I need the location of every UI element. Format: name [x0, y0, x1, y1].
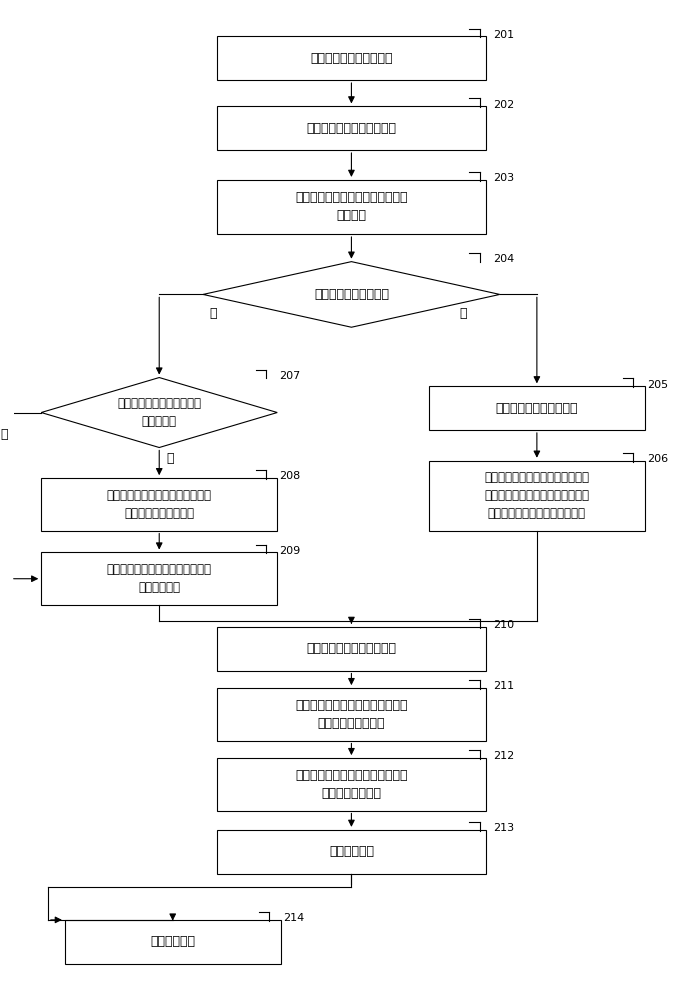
- Text: 213: 213: [493, 823, 514, 833]
- Text: 201: 201: [493, 30, 514, 40]
- Text: 204: 204: [493, 254, 514, 264]
- Text: 211: 211: [493, 681, 514, 691]
- Text: 214: 214: [283, 913, 304, 923]
- Text: 生成目标物体对应的监控图像与标
准图像的目标差异信息: 生成目标物体对应的监控图像与标 准图像的目标差异信息: [107, 489, 212, 520]
- Bar: [429, 461, 644, 531]
- Bar: [41, 552, 277, 605]
- Text: 根据人脸识别结果从预存的人物信
息中确定目标物体对应的目标人物
信息，作为目标物体的虚拟信息: 根据人脸识别结果从预存的人物信 息中确定目标物体对应的目标人物 信息，作为目标物…: [484, 471, 589, 520]
- Text: 识别监控图像中的目标物体: 识别监控图像中的目标物体: [306, 122, 397, 135]
- Text: 206: 206: [647, 454, 668, 464]
- Text: 否: 否: [210, 307, 217, 320]
- Bar: [217, 830, 486, 874]
- Text: 执行其他操作: 执行其他操作: [150, 935, 195, 948]
- Text: 210: 210: [493, 620, 514, 630]
- Polygon shape: [203, 262, 500, 327]
- Bar: [217, 180, 486, 234]
- Text: 202: 202: [493, 100, 514, 110]
- Text: 209: 209: [279, 546, 301, 556]
- Bar: [217, 36, 486, 80]
- Text: 203: 203: [493, 173, 514, 183]
- Bar: [429, 386, 644, 430]
- Text: 212: 212: [493, 751, 514, 761]
- Text: 将虚拟显示内容与监控图像进行叠
加，生成合成图像: 将虚拟显示内容与监控图像进行叠 加，生成合成图像: [295, 769, 408, 800]
- Text: 判断目标物体是否符合预存
的标准图像: 判断目标物体是否符合预存 的标准图像: [117, 397, 201, 428]
- Bar: [41, 478, 277, 531]
- Text: 根据目标差异信息生成目标物体对
应的虚拟信息: 根据目标差异信息生成目标物体对 应的虚拟信息: [107, 563, 212, 594]
- Text: 显示合成图像: 显示合成图像: [329, 845, 374, 858]
- Bar: [217, 106, 486, 150]
- Text: 判断目标物体是否为人: 判断目标物体是否为人: [314, 288, 389, 301]
- Text: 205: 205: [647, 380, 668, 390]
- Bar: [217, 627, 486, 671]
- Polygon shape: [41, 378, 277, 448]
- Bar: [217, 758, 486, 811]
- Text: 是: 是: [0, 428, 8, 441]
- Bar: [217, 688, 486, 741]
- Bar: [65, 920, 281, 964]
- Text: 获取对目标环境的检测结果: 获取对目标环境的检测结果: [306, 642, 397, 655]
- Text: 是: 是: [460, 307, 467, 320]
- Text: 获取目标环境的监控图像: 获取目标环境的监控图像: [310, 52, 393, 65]
- Text: 208: 208: [279, 471, 301, 481]
- Text: 根据虚拟信息和目标环境的检测结
果生成虚拟显示内容: 根据虚拟信息和目标环境的检测结 果生成虚拟显示内容: [295, 699, 408, 730]
- Text: 207: 207: [279, 371, 301, 381]
- Text: 对目标物体进行人脸识别: 对目标物体进行人脸识别: [495, 402, 578, 415]
- Text: 接收用户对监控图像中目标物体的
选择指令: 接收用户对监控图像中目标物体的 选择指令: [295, 191, 408, 222]
- Text: 否: 否: [166, 452, 173, 465]
